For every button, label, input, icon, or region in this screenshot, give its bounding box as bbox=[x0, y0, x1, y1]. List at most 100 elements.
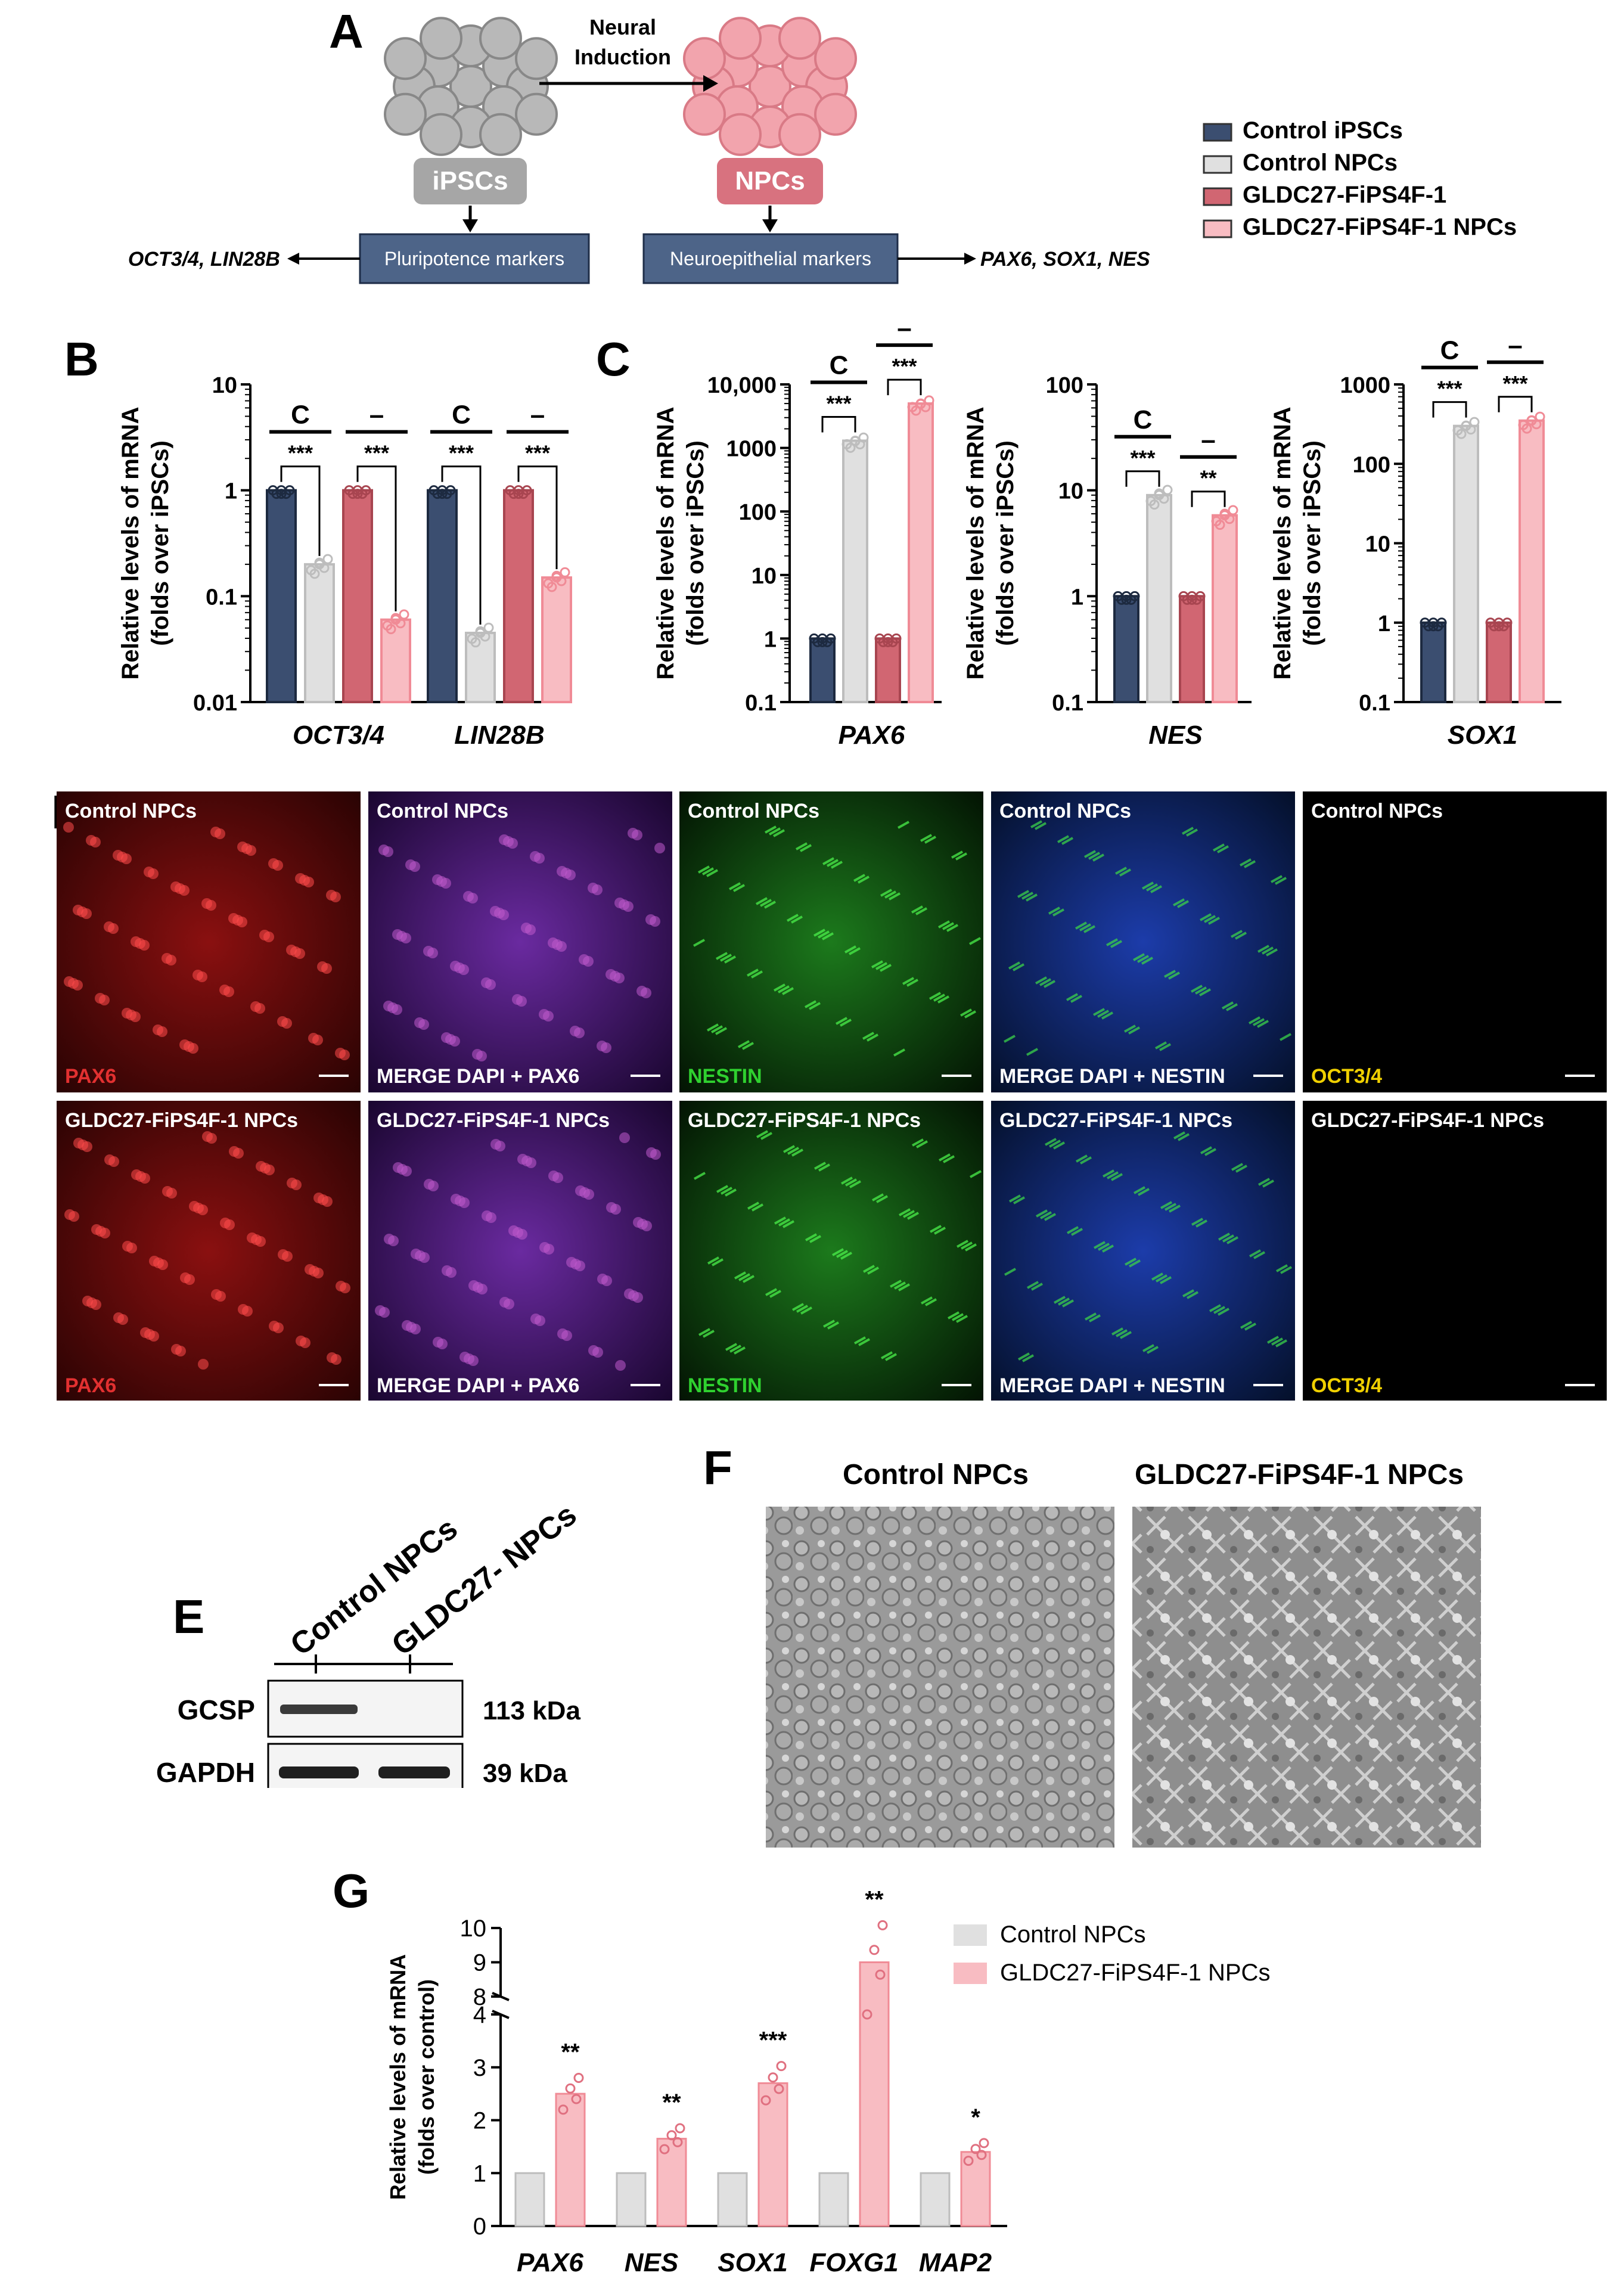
cell-mark bbox=[738, 1273, 750, 1281]
cell-mark bbox=[481, 977, 492, 988]
cell-mark bbox=[1235, 932, 1247, 940]
ipsc-cell bbox=[479, 113, 522, 156]
x-tick-label: MAP2 bbox=[919, 2248, 992, 2277]
cell-mark bbox=[530, 851, 541, 862]
cell-mark bbox=[881, 1351, 893, 1359]
cell-mark bbox=[1275, 1339, 1287, 1348]
data-point bbox=[1461, 420, 1471, 431]
sig-bracket bbox=[1191, 490, 1226, 507]
cell-mark bbox=[899, 1208, 911, 1216]
cell-mark bbox=[964, 1010, 976, 1019]
cell-mark bbox=[1120, 1331, 1132, 1339]
data-point bbox=[1116, 594, 1127, 605]
ipsc-cell bbox=[479, 17, 522, 60]
y-axis-label: Relative levels of mRNA bbox=[653, 407, 679, 680]
cell-mark bbox=[1031, 1283, 1043, 1291]
cell-mark bbox=[269, 1321, 280, 1331]
legend-swatch bbox=[1203, 219, 1232, 238]
cell-mark bbox=[1213, 1306, 1225, 1314]
cell-mark bbox=[179, 1039, 190, 1050]
cell-mark bbox=[702, 867, 714, 875]
cell-mark bbox=[782, 987, 794, 995]
cell-mark bbox=[1111, 1173, 1123, 1181]
cell-mark bbox=[189, 1201, 200, 1212]
data-point bbox=[878, 637, 889, 647]
data-point bbox=[352, 489, 363, 499]
cell-mark bbox=[645, 914, 656, 925]
cell-mark bbox=[1088, 852, 1100, 860]
cell-mark bbox=[238, 1304, 249, 1315]
cell-mark bbox=[961, 1241, 973, 1250]
y-tick-label: 0.1 bbox=[1359, 691, 1390, 716]
cell-mark bbox=[863, 1265, 875, 1273]
cell-mark bbox=[1249, 1016, 1260, 1024]
data-point bbox=[432, 489, 443, 499]
micrograph-title: GLDC27-FiPS4F-1 NPCs bbox=[1311, 1109, 1544, 1132]
cell-mark bbox=[925, 1298, 937, 1306]
cell-mark bbox=[144, 867, 154, 877]
y-axis-label: Relative levels of mRNA bbox=[1269, 407, 1296, 680]
panels-b-c: B C 0.01 0.1 1 10 OCT3/4 *** C *** – LIN28B *** C **… bbox=[64, 313, 1561, 750]
cell-mark bbox=[442, 1265, 452, 1276]
data-point bbox=[513, 489, 524, 499]
chart-G: 0 1 2 3 48 9 10 ** PAX6 ** NES *** SOX1 ** FOXG1 * MAP2 R… bbox=[386, 1886, 1007, 2277]
cell-mark bbox=[1076, 1154, 1088, 1163]
panel-g: G Control NPCs GLDC27-FiPS4F-1 NPCs 0 1 2 3 4… bbox=[333, 1864, 1270, 2277]
cell-mark bbox=[787, 1147, 799, 1155]
cell-mark bbox=[1035, 822, 1047, 830]
y-tick-label: 1000 bbox=[726, 437, 777, 462]
y-axis-label: (folds over iPSCs) bbox=[992, 440, 1019, 646]
micrograph-title: Control NPCs bbox=[1311, 800, 1443, 822]
data-point bbox=[546, 582, 557, 592]
cell-mark bbox=[760, 899, 772, 907]
cell-mark bbox=[64, 976, 74, 987]
sig-label: * bbox=[971, 2104, 980, 2131]
cell-mark bbox=[769, 827, 781, 836]
cell-mark bbox=[1075, 921, 1087, 930]
sig-bracket bbox=[280, 465, 321, 556]
sig-bracket bbox=[1498, 396, 1533, 412]
data-point bbox=[281, 489, 291, 499]
sig-label: *** bbox=[826, 391, 851, 415]
y-tick-label: 100 bbox=[739, 500, 777, 525]
x-tick-label: NES bbox=[625, 2248, 678, 2277]
cell-mark bbox=[818, 930, 830, 939]
cell-mark bbox=[508, 1225, 519, 1236]
cell-mark bbox=[433, 1337, 443, 1348]
data-point bbox=[437, 489, 448, 499]
arrow-label-line1: Neural bbox=[589, 15, 656, 39]
ipsc-cell bbox=[515, 92, 558, 136]
ipsc-cell bbox=[515, 37, 558, 80]
cell-mark bbox=[247, 1232, 257, 1243]
cell-mark bbox=[131, 1169, 142, 1180]
cell-mark bbox=[867, 1033, 878, 1042]
cell-mark bbox=[822, 932, 834, 940]
cell-mark bbox=[1045, 1138, 1057, 1146]
cell-mark bbox=[1013, 963, 1024, 971]
cell-mark bbox=[1222, 1234, 1234, 1243]
cell-mark bbox=[1036, 1209, 1048, 1218]
bar bbox=[342, 489, 373, 703]
cell-mark bbox=[1049, 1140, 1061, 1148]
cell-mark bbox=[1116, 1329, 1128, 1337]
cell-mark bbox=[278, 1249, 288, 1260]
data-point bbox=[386, 624, 396, 635]
y-axis-label: Relative levels of mRNA bbox=[962, 407, 989, 680]
cell-mark bbox=[791, 915, 803, 924]
cell-mark bbox=[499, 834, 510, 845]
data-point bbox=[1154, 488, 1165, 499]
data-point bbox=[271, 489, 282, 499]
cell-mark bbox=[606, 1202, 617, 1213]
cell-mark bbox=[1142, 881, 1154, 890]
sig-label: *** bbox=[525, 441, 550, 465]
y-tick-label: 4 bbox=[473, 2002, 486, 2028]
cell-mark bbox=[796, 1305, 808, 1313]
cell-mark bbox=[880, 964, 892, 972]
cell-mark bbox=[490, 1139, 501, 1150]
stain-label: PAX6 bbox=[65, 1065, 116, 1088]
cell-mark bbox=[836, 1250, 848, 1258]
sig-bracket bbox=[356, 465, 397, 611]
bar bbox=[1486, 621, 1512, 703]
cell-mark bbox=[733, 884, 745, 892]
